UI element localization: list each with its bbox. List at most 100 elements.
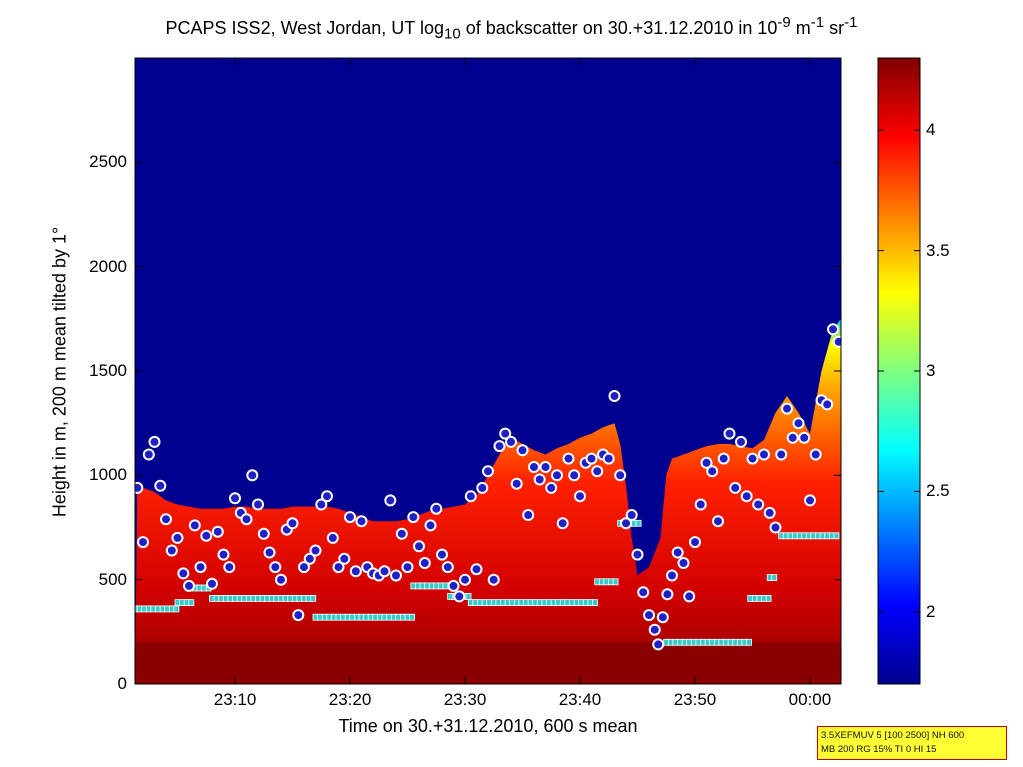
square-marker	[173, 605, 180, 613]
circle-marker	[476, 481, 489, 494]
colorbar-tick-label: 2.5	[926, 481, 950, 501]
y-tick-label: 2000	[89, 256, 127, 276]
circle-marker	[436, 548, 448, 561]
circle-marker	[522, 509, 535, 521]
circle-marker	[332, 561, 345, 574]
circle-marker	[735, 435, 747, 448]
colorbar-tick-label: 3	[926, 361, 936, 380]
circle-marker	[183, 579, 195, 592]
circle-marker	[781, 402, 793, 415]
x-tick-label: 00:00	[788, 690, 832, 709]
circle-marker	[401, 561, 414, 574]
circle-marker	[171, 531, 184, 544]
circle-marker	[671, 546, 684, 559]
circle-marker	[602, 452, 615, 465]
square-marker	[833, 532, 840, 540]
circle-marker	[206, 577, 218, 590]
square-marker	[442, 582, 449, 590]
circle-marker	[482, 465, 494, 478]
circle-marker	[499, 427, 512, 440]
circle-marker	[326, 531, 339, 544]
circle-marker	[625, 509, 638, 521]
y-tick-label: 500	[98, 569, 127, 589]
circle-marker	[798, 431, 811, 444]
circle-marker	[338, 552, 351, 565]
circle-marker	[666, 569, 678, 582]
colorbar-tick-label: 3.5	[926, 240, 950, 260]
info-line-1: 3.5XEFMUV 5 [100 2500] NH 600	[821, 730, 965, 741]
circle-marker	[562, 452, 575, 465]
x-axis-label: Time on 30.+31.12.2010, 600 s mean	[338, 716, 638, 736]
circle-marker	[827, 323, 839, 336]
circle-marker	[620, 517, 632, 530]
circle-marker	[292, 609, 305, 622]
circle-marker	[453, 590, 466, 603]
circle-marker	[556, 517, 569, 530]
square-marker	[746, 638, 752, 646]
circle-marker	[252, 498, 264, 511]
y-tick-label: 2500	[89, 152, 127, 172]
circle-marker	[568, 469, 581, 482]
circle-marker	[775, 448, 788, 461]
x-axis-ticks	[234, 58, 811, 684]
x-tick-label: 23:50	[673, 690, 717, 709]
circle-marker	[809, 448, 822, 461]
square-marker	[188, 599, 195, 606]
circle-marker	[677, 557, 690, 569]
circle-marker	[470, 563, 483, 576]
circle-marker	[832, 335, 841, 348]
circle-marker	[269, 561, 282, 574]
colorbar-ticks	[878, 129, 920, 613]
colorbar	[877, 57, 921, 685]
circle-marker	[487, 573, 500, 586]
y-axis-ticks	[135, 161, 841, 685]
circle-marker	[321, 490, 333, 503]
circle-marker	[631, 548, 644, 561]
circle-marker	[464, 490, 477, 503]
circle-marker	[723, 427, 736, 440]
square-marker	[465, 593, 472, 600]
circle-marker	[637, 586, 650, 599]
circle-marker	[643, 609, 655, 622]
circle-marker	[585, 452, 598, 465]
circle-marker	[493, 440, 506, 453]
x-tick-label: 23:10	[213, 690, 257, 709]
circle-marker	[505, 435, 517, 448]
circle-marker	[165, 544, 178, 557]
circle-marker	[298, 561, 310, 574]
circle-marker	[729, 481, 742, 494]
circle-marker	[792, 417, 805, 430]
circle-marker	[384, 494, 397, 507]
circle-marker	[188, 519, 201, 532]
circle-marker	[303, 552, 316, 565]
circle-marker	[528, 461, 540, 473]
circle-marker	[689, 536, 701, 549]
circle-marker	[286, 517, 299, 530]
circle-marker	[758, 448, 770, 461]
square-marker	[409, 613, 416, 621]
circle-marker	[177, 567, 190, 580]
circle-marker	[200, 529, 213, 542]
circle-marker	[257, 527, 270, 540]
circle-marker	[263, 546, 276, 559]
circle-marker	[769, 521, 782, 534]
circle-marker	[275, 573, 287, 586]
circle-marker	[648, 623, 661, 636]
circle-marker	[510, 477, 523, 490]
circle-marker	[148, 435, 161, 448]
colorbar-tick-label: 2	[926, 601, 936, 621]
circle-marker	[574, 490, 586, 503]
circle-marker	[746, 452, 759, 465]
circle-marker	[656, 611, 669, 624]
circle-marker	[424, 519, 437, 532]
circle-marker	[211, 525, 224, 538]
circle-marker	[447, 579, 460, 592]
circle-marker	[459, 573, 471, 586]
square-marker	[612, 578, 619, 586]
circle-marker	[717, 452, 730, 465]
circle-marker	[591, 465, 604, 478]
circle-marker	[395, 527, 408, 540]
circle-marker	[545, 481, 558, 494]
circle-marker	[344, 511, 356, 524]
circle-marker	[608, 390, 621, 402]
